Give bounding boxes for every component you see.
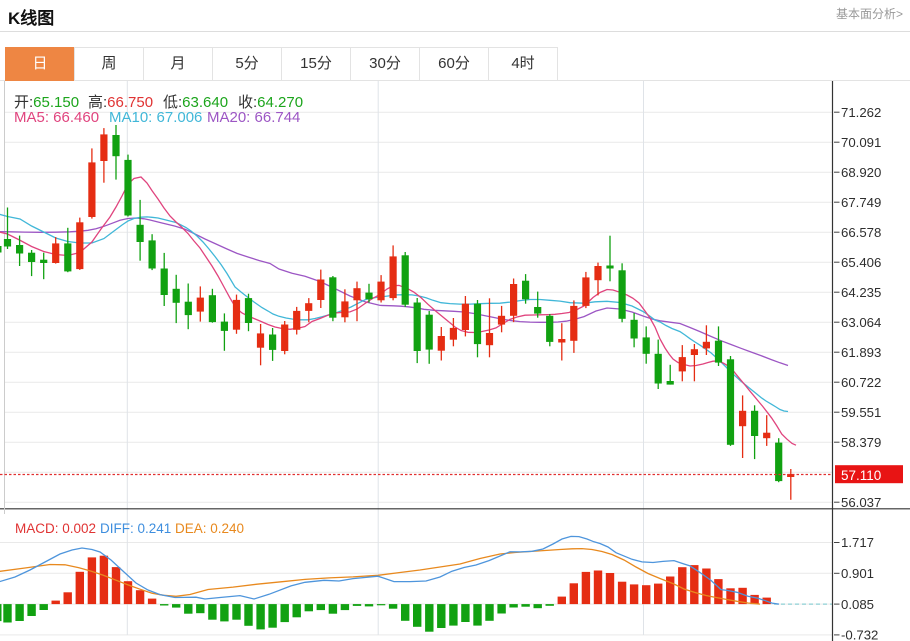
svg-text:63.064: 63.064 bbox=[841, 315, 881, 330]
svg-text:71.262: 71.262 bbox=[841, 105, 881, 120]
svg-text:57.110: 57.110 bbox=[841, 468, 881, 483]
svg-text:56.037: 56.037 bbox=[841, 495, 881, 510]
svg-text:58.379: 58.379 bbox=[841, 435, 881, 450]
svg-text:65.406: 65.406 bbox=[841, 255, 881, 270]
svg-text:67.749: 67.749 bbox=[841, 195, 881, 210]
svg-text:60.722: 60.722 bbox=[841, 375, 881, 390]
svg-text:61.893: 61.893 bbox=[841, 345, 881, 360]
svg-text:70.091: 70.091 bbox=[841, 135, 881, 150]
svg-text:66.578: 66.578 bbox=[841, 225, 881, 240]
svg-text:64.235: 64.235 bbox=[841, 285, 881, 300]
svg-text:0.901: 0.901 bbox=[841, 566, 874, 581]
svg-text:0.085: 0.085 bbox=[841, 597, 874, 612]
svg-text:68.920: 68.920 bbox=[841, 165, 881, 180]
svg-text:-0.732: -0.732 bbox=[841, 628, 878, 641]
svg-text:59.551: 59.551 bbox=[841, 405, 881, 420]
svg-text:1.717: 1.717 bbox=[841, 535, 874, 550]
